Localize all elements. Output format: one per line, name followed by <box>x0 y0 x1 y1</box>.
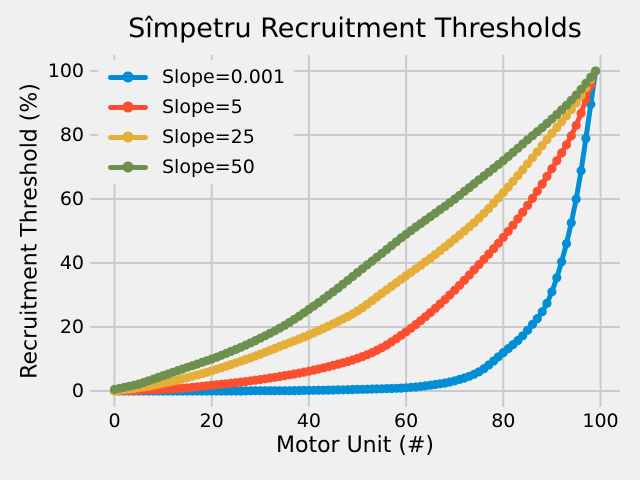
legend-dot-icon <box>122 71 134 83</box>
series-marker-slope-5 <box>527 193 538 203</box>
series-marker-slope-5 <box>542 171 552 181</box>
series-marker-slope-5 <box>513 214 523 224</box>
y-tick-label: 60 <box>59 188 84 210</box>
series-marker-slope-50 <box>581 78 591 88</box>
legend-line-marker-icon <box>108 161 148 173</box>
series-marker-slope-5 <box>547 164 557 174</box>
series-marker-slope-0.001 <box>561 239 572 249</box>
series-marker-slope-5 <box>518 207 528 217</box>
x-axis-label: Motor Unit (#) <box>276 433 434 458</box>
series-marker-slope-5 <box>503 226 513 236</box>
legend-label: Slope=5 <box>162 96 243 118</box>
series-marker-slope-5 <box>576 108 586 118</box>
series-marker-slope-5 <box>566 131 576 141</box>
series-marker-slope-0.001 <box>537 307 547 317</box>
chart-title: Sîmpetru Recruitment Thresholds <box>128 13 582 44</box>
legend: Slope=0.001 Slope=5 Slope=25 Slope=50 <box>98 60 294 184</box>
series-marker-slope-0.001 <box>542 298 552 308</box>
series-marker-slope-0.001 <box>532 314 542 324</box>
legend-item: Slope=50 <box>98 153 294 181</box>
series-marker-slope-0.001 <box>547 287 557 297</box>
series-marker-slope-0.001 <box>571 194 581 204</box>
legend-label: Slope=50 <box>162 156 255 178</box>
series-marker-slope-50 <box>591 66 601 76</box>
legend-line-marker-icon <box>108 131 148 143</box>
legend-line-marker-icon <box>108 101 148 113</box>
series-marker-slope-0.001 <box>581 133 591 143</box>
y-tick-label: 100 <box>47 60 84 82</box>
series-marker-slope-0.001 <box>566 218 576 228</box>
series-marker-slope-25 <box>542 134 552 145</box>
x-tick-label: 20 <box>199 410 224 432</box>
legend-dot-icon <box>122 101 134 113</box>
x-tick-label: 40 <box>296 410 321 432</box>
series-marker-slope-0.001 <box>552 273 562 283</box>
y-tick-label: 40 <box>59 252 84 274</box>
series-marker-slope-5 <box>552 156 562 166</box>
series-marker-slope-5 <box>532 186 542 196</box>
legend-item: Slope=0.001 <box>98 63 294 91</box>
legend-dot-icon <box>122 131 134 143</box>
x-tick-label: 80 <box>491 410 516 432</box>
y-tick-label: 20 <box>59 316 84 338</box>
series-marker-slope-5 <box>508 220 518 230</box>
series-marker-slope-0.001 <box>557 257 567 267</box>
series-marker-slope-5 <box>537 179 547 189</box>
legend-label: Slope=25 <box>162 126 255 148</box>
legend-item: Slope=25 <box>98 123 294 151</box>
series-marker-slope-0.001 <box>576 166 586 176</box>
legend-line-marker-icon <box>108 71 148 83</box>
series-marker-slope-25 <box>532 147 542 157</box>
x-tick-label: 0 <box>108 410 121 432</box>
y-tick-label: 0 <box>71 380 84 402</box>
x-tick-label: 60 <box>394 410 419 432</box>
series-marker-slope-5 <box>557 148 567 158</box>
legend-label: Slope=0.001 <box>162 66 286 88</box>
y-tick-label: 80 <box>59 124 84 146</box>
legend-dot-icon <box>122 161 134 173</box>
x-tick-label: 100 <box>582 410 619 432</box>
series-marker-slope-5 <box>523 200 533 210</box>
legend-item: Slope=5 <box>98 93 294 121</box>
series-marker-slope-5 <box>561 140 572 150</box>
series-marker-slope-5 <box>571 120 581 130</box>
